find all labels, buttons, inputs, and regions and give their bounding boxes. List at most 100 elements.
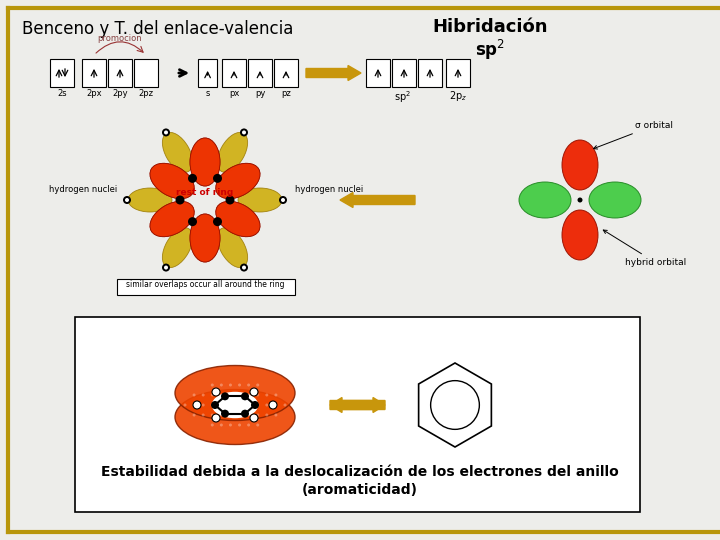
- Text: 2p$_z$: 2p$_z$: [449, 89, 467, 103]
- Circle shape: [250, 414, 258, 422]
- Bar: [134, 59, 158, 87]
- Circle shape: [225, 195, 235, 205]
- Circle shape: [240, 264, 248, 272]
- Text: hydrogen nuclei: hydrogen nuclei: [295, 185, 364, 194]
- Ellipse shape: [190, 138, 220, 186]
- Circle shape: [274, 394, 277, 396]
- Ellipse shape: [163, 132, 193, 172]
- Text: 2py: 2py: [112, 89, 128, 98]
- Text: rest of ring: rest of ring: [176, 188, 233, 197]
- Circle shape: [238, 423, 241, 427]
- Text: promocion: promocion: [98, 34, 143, 43]
- Bar: [108, 59, 132, 87]
- Circle shape: [281, 198, 285, 202]
- Circle shape: [211, 414, 214, 416]
- Bar: [418, 59, 442, 87]
- Text: hydrogen nuclei: hydrogen nuclei: [49, 185, 117, 194]
- Circle shape: [211, 403, 214, 407]
- FancyArrow shape: [330, 397, 385, 413]
- Circle shape: [242, 131, 246, 134]
- Text: Benceno y T. del enlace-valencia: Benceno y T. del enlace-valencia: [22, 20, 293, 38]
- Circle shape: [211, 383, 214, 387]
- Circle shape: [241, 410, 249, 417]
- Ellipse shape: [150, 163, 194, 199]
- Text: 2pz: 2pz: [138, 89, 153, 98]
- Circle shape: [238, 394, 241, 396]
- Circle shape: [162, 129, 170, 137]
- Ellipse shape: [150, 201, 194, 237]
- Circle shape: [192, 414, 196, 416]
- Ellipse shape: [128, 188, 172, 212]
- Circle shape: [256, 423, 259, 427]
- Circle shape: [284, 403, 287, 407]
- Text: 2px: 2px: [86, 89, 102, 98]
- Circle shape: [229, 383, 232, 387]
- Text: sp$^2$: sp$^2$: [475, 38, 505, 62]
- Circle shape: [211, 423, 214, 427]
- Circle shape: [251, 401, 259, 409]
- Circle shape: [202, 414, 204, 416]
- Circle shape: [123, 196, 131, 204]
- Bar: [222, 59, 246, 87]
- Ellipse shape: [163, 228, 193, 268]
- Circle shape: [274, 403, 277, 407]
- Circle shape: [242, 266, 246, 269]
- Circle shape: [220, 394, 223, 396]
- Circle shape: [247, 414, 250, 416]
- Ellipse shape: [217, 228, 248, 268]
- FancyArrow shape: [330, 397, 385, 413]
- Circle shape: [238, 383, 241, 387]
- Text: similar overlaps occur all around the ring: similar overlaps occur all around the ri…: [126, 280, 284, 289]
- Circle shape: [269, 401, 277, 409]
- Text: s: s: [205, 89, 210, 98]
- Ellipse shape: [562, 210, 598, 260]
- Text: py: py: [255, 89, 265, 98]
- Text: pz: pz: [281, 89, 291, 98]
- Circle shape: [229, 423, 232, 427]
- FancyArrow shape: [306, 65, 361, 80]
- Ellipse shape: [175, 389, 295, 444]
- Circle shape: [192, 394, 196, 396]
- Circle shape: [202, 394, 204, 396]
- Circle shape: [221, 410, 229, 417]
- Circle shape: [247, 394, 250, 396]
- Circle shape: [221, 393, 229, 400]
- Ellipse shape: [238, 188, 282, 212]
- Circle shape: [229, 394, 232, 396]
- Text: Hibridación: Hibridación: [432, 18, 548, 36]
- Circle shape: [162, 264, 170, 272]
- Ellipse shape: [175, 366, 295, 421]
- Circle shape: [192, 403, 196, 407]
- Circle shape: [265, 403, 269, 407]
- Bar: [82, 59, 106, 87]
- Ellipse shape: [150, 163, 194, 199]
- Bar: [248, 59, 272, 87]
- Circle shape: [213, 174, 222, 183]
- Text: hybrid orbital: hybrid orbital: [603, 230, 686, 267]
- Bar: [198, 59, 217, 87]
- Circle shape: [256, 403, 259, 407]
- Text: sp$^2$: sp$^2$: [394, 89, 410, 105]
- Circle shape: [212, 414, 220, 422]
- Circle shape: [188, 217, 197, 226]
- Circle shape: [213, 217, 222, 226]
- Ellipse shape: [190, 138, 220, 186]
- Bar: [274, 59, 298, 87]
- Circle shape: [256, 414, 259, 416]
- Circle shape: [212, 388, 220, 396]
- Circle shape: [229, 414, 232, 416]
- FancyArrow shape: [340, 192, 415, 207]
- Circle shape: [220, 423, 223, 427]
- Circle shape: [238, 414, 241, 416]
- Bar: [366, 59, 390, 87]
- Ellipse shape: [190, 214, 220, 262]
- Ellipse shape: [216, 201, 260, 237]
- Ellipse shape: [216, 163, 260, 199]
- Ellipse shape: [216, 201, 260, 237]
- Ellipse shape: [217, 132, 248, 172]
- Ellipse shape: [519, 182, 571, 218]
- Circle shape: [265, 394, 269, 396]
- Circle shape: [279, 196, 287, 204]
- Text: px: px: [229, 89, 239, 98]
- Circle shape: [202, 403, 204, 407]
